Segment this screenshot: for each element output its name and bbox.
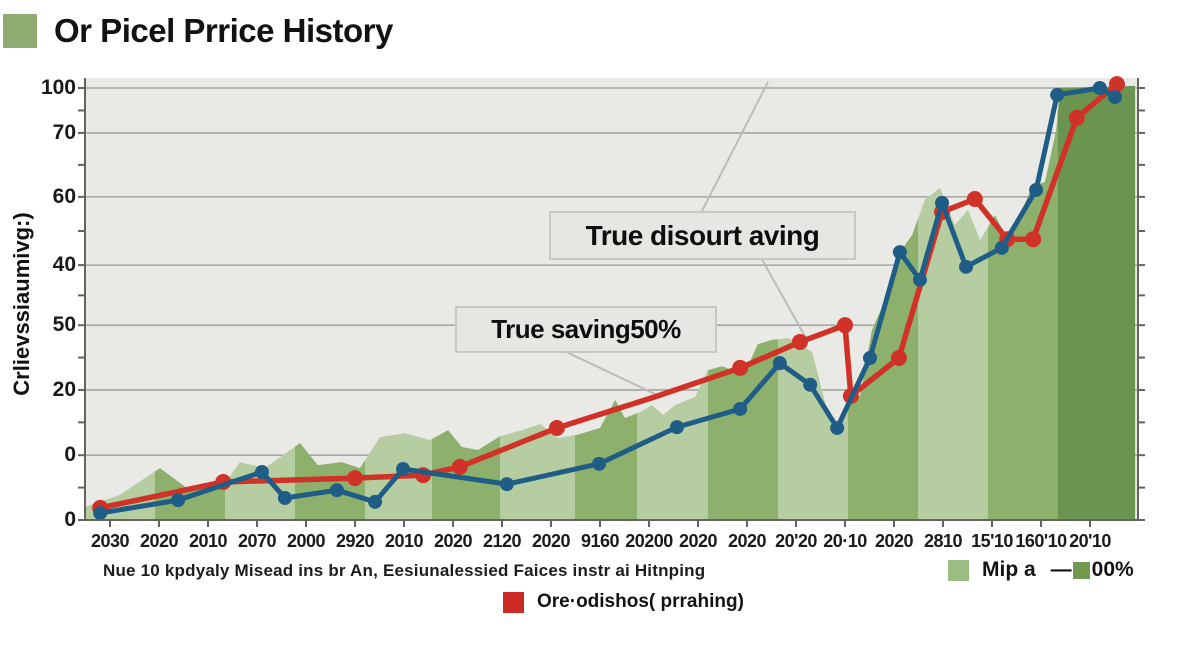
x-tick-label: 2000	[286, 531, 326, 551]
x-tick-label: 9160	[580, 531, 620, 551]
blue-line-marker	[830, 420, 845, 435]
legend-line-swatch-icon	[503, 591, 524, 613]
blue-line-marker	[803, 377, 818, 392]
blue-line-marker	[733, 401, 748, 416]
blue-line-marker	[329, 483, 344, 498]
x-tick-label: 2810	[923, 531, 963, 551]
legend-line-label: Ore·odishos( prrahing)	[537, 591, 744, 612]
y-tick-label: 20	[52, 377, 76, 401]
area-stripe	[1058, 85, 1136, 520]
blue-line-marker	[1050, 87, 1065, 102]
y-tick-label: 0	[64, 443, 76, 467]
x-tick-label: 2030	[90, 531, 130, 551]
blue-line	[97, 85, 1118, 516]
x-tick-label: 2020	[139, 531, 179, 551]
blue-line-marker	[368, 494, 383, 509]
y-tick-label: 50	[52, 313, 76, 337]
red-line-marker	[966, 191, 983, 208]
legend-area-swatch-dark-icon	[1072, 561, 1090, 579]
red-line-marker	[732, 359, 749, 376]
x-tick-label: 2070	[237, 531, 277, 551]
x-tick-label: 160'10	[1015, 531, 1067, 551]
blue-line-marker	[171, 493, 186, 508]
blue-line-marker	[994, 240, 1009, 255]
red-line-marker	[548, 419, 565, 436]
blue-line-marker	[1029, 182, 1044, 197]
blue-line-marker	[277, 490, 292, 505]
blue-line-marker	[93, 506, 108, 521]
x-tick-label: 2010	[188, 531, 228, 551]
red-line-marker	[1068, 109, 1085, 126]
red-line-marker	[1108, 76, 1125, 93]
blue-line-marker	[499, 477, 514, 492]
x-tick-label: 2020	[678, 531, 718, 551]
red-line-marker	[451, 458, 468, 475]
x-tick-label: 2020	[727, 531, 767, 551]
y-tick-label: 60	[52, 184, 76, 208]
blue-line-marker	[396, 462, 411, 477]
blue-line-marker	[592, 456, 607, 471]
legend-area-percent: 00%	[1091, 558, 1134, 581]
blue-line-marker	[892, 245, 907, 260]
blue-line-marker	[935, 195, 950, 210]
leader-line	[559, 348, 656, 395]
legend-dash: —	[1050, 558, 1072, 581]
y-tick-label: 0	[64, 508, 76, 531]
red-line-marker	[1025, 231, 1042, 248]
legend-line-series: Ore·odishos( prrahing)	[503, 591, 744, 613]
red-line-marker	[347, 470, 363, 487]
footnote-text: Nue 10 kpdyaly Misead ins br An, Eesiuna…	[103, 561, 706, 580]
leader-line	[759, 255, 807, 339]
x-tick-label: 2020	[531, 531, 571, 551]
leader-line	[701, 81, 769, 212]
blue-line-marker	[959, 259, 974, 274]
x-tick-label: 15'10	[971, 531, 1013, 551]
red-line-marker	[837, 317, 853, 334]
blue-line-marker	[669, 420, 684, 435]
red-line-marker	[890, 350, 907, 366]
annotation-callout: True saving50%	[455, 306, 717, 353]
title-accent-square-icon	[3, 14, 37, 48]
x-tick-label: 2120	[482, 531, 522, 551]
x-tick-label: 2020	[874, 531, 914, 551]
x-tick-label: 20·10	[823, 531, 867, 551]
chart-header: Or Picel Prrice History	[3, 12, 393, 50]
y-tick-label: 40	[52, 253, 76, 277]
x-tick-label: 2920	[335, 531, 375, 551]
blue-line-marker	[862, 351, 877, 365]
legend-area-swatch-light-icon	[948, 559, 969, 581]
blue-line-marker	[254, 465, 269, 480]
x-tick-label: 2020	[433, 531, 473, 551]
x-tick-label: 20'20	[775, 531, 817, 551]
x-tick-label: 20200	[625, 531, 673, 551]
y-tick-label: 100	[40, 76, 76, 99]
y-tick-label: 70	[52, 120, 76, 144]
blue-line-marker	[772, 356, 787, 371]
x-tick-label: 20'10	[1069, 531, 1111, 551]
legend-area-label: Mip a	[982, 558, 1036, 581]
blue-line-marker	[912, 272, 927, 287]
legend-area-series: Mip a — 00%	[948, 558, 1134, 582]
annotation-callout: True disourt aving	[549, 211, 856, 260]
blue-line-marker	[1107, 90, 1122, 105]
blue-line-marker	[1092, 81, 1107, 95]
red-line-marker	[791, 334, 808, 351]
page-title: Or Picel Prrice History	[54, 12, 393, 49]
x-tick-label: 2010	[384, 531, 424, 551]
